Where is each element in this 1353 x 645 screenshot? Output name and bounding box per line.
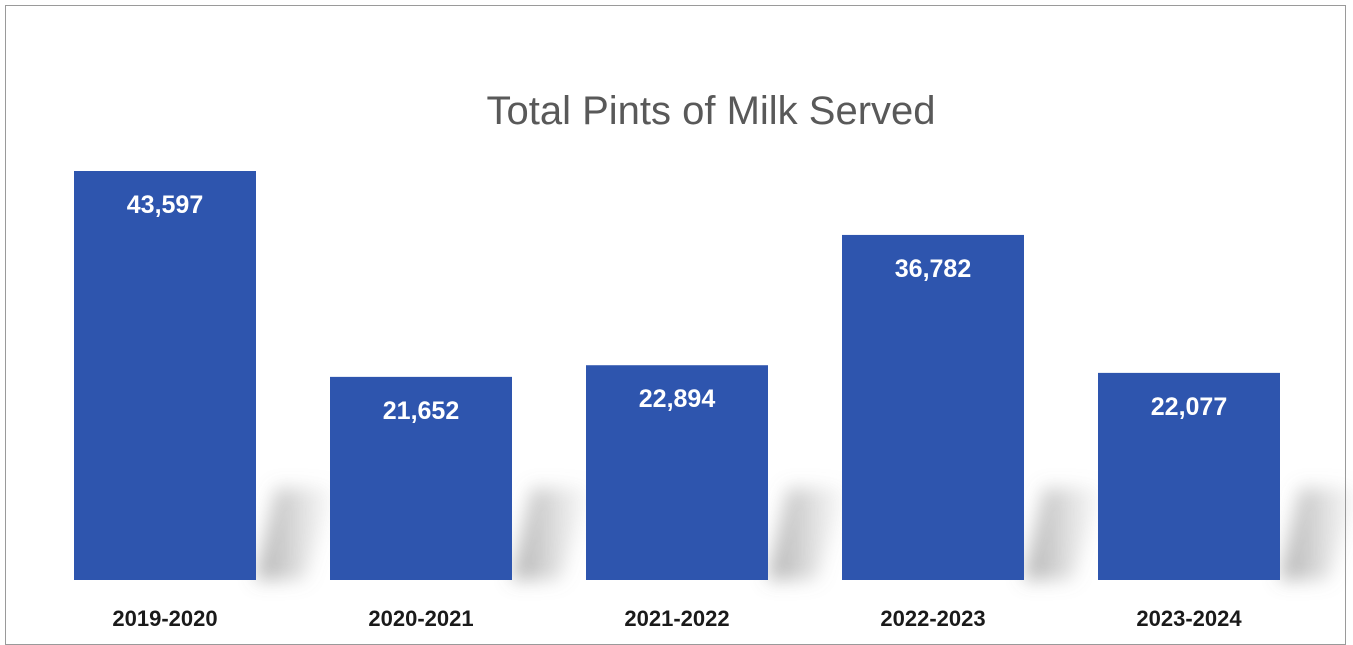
data-label: 21,652	[383, 397, 459, 425]
bar-shadow	[1280, 488, 1353, 580]
category-label: 2022-2023	[880, 606, 985, 631]
bar-2022-2023	[842, 234, 1024, 581]
bar-shadow	[512, 488, 590, 580]
bar-shadow	[768, 488, 846, 580]
bars	[74, 171, 1280, 581]
chart-title: Total Pints of Milk Served	[486, 89, 935, 133]
bar-shadow	[1024, 488, 1102, 580]
bar-2019-2020	[74, 171, 256, 580]
bar-shadows	[256, 488, 1353, 580]
category-label: 2020-2021	[368, 606, 473, 631]
category-label: 2023-2024	[1136, 606, 1242, 631]
category-label: 2019-2020	[112, 606, 217, 631]
bar-shadow	[256, 488, 334, 580]
data-label: 22,894	[639, 385, 716, 413]
data-label: 36,782	[895, 255, 971, 283]
bar-2020-2021	[330, 376, 512, 580]
category-label: 2021-2022	[624, 606, 729, 631]
value-labels: 43,597 21,652 22,894 36,782 22,077	[127, 191, 1227, 425]
category-labels: 2019-2020 2020-2021 2021-2022 2022-2023 2023…	[112, 606, 1242, 631]
data-label: 43,597	[127, 191, 203, 219]
bar-2023-2024	[1098, 372, 1280, 580]
bar-2021-2022	[586, 365, 768, 580]
data-label: 22,077	[1151, 393, 1227, 421]
